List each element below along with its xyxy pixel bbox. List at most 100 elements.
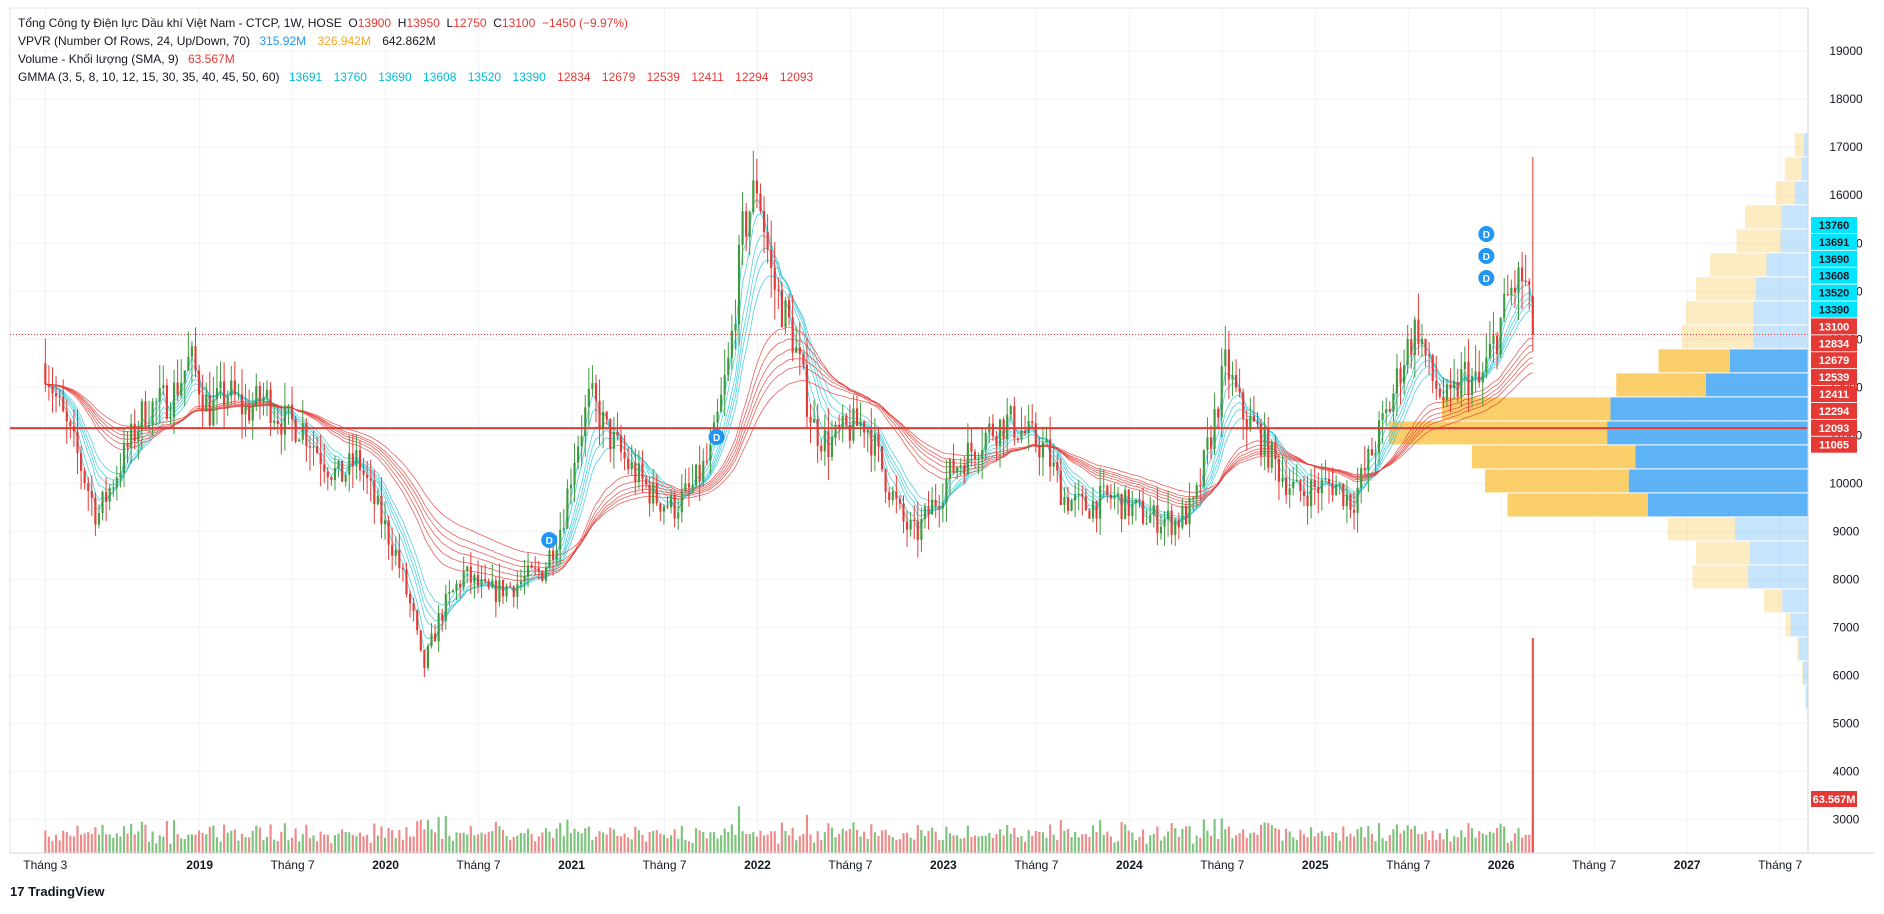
volume-bar xyxy=(898,839,901,853)
candle-body xyxy=(62,397,65,412)
candle-body xyxy=(691,485,694,488)
legend-gmma-long-1: 12679 xyxy=(601,70,636,84)
candle-body xyxy=(305,423,308,447)
legend-vpvr-row[interactable]: VPVR (Number Of Rows, 24, Up/Down, 70) 3… xyxy=(18,32,821,50)
volume-bar xyxy=(1049,824,1052,853)
candle-body xyxy=(122,442,126,474)
legend-gmma-row[interactable]: GMMA (3, 5, 8, 10, 12, 15, 30, 35, 40, 4… xyxy=(18,68,821,86)
volume-bar xyxy=(1327,835,1331,853)
x-tick-label: 2024 xyxy=(1116,858,1143,872)
price-label-box xyxy=(1811,402,1857,419)
candle-body xyxy=(594,383,598,401)
volume-bar xyxy=(1127,830,1130,853)
volume-bar xyxy=(319,831,322,853)
candle-body xyxy=(1360,468,1363,488)
candle-body xyxy=(766,232,769,250)
volume-bar xyxy=(287,840,290,853)
candle-body xyxy=(1367,449,1370,471)
candle-body xyxy=(973,451,977,460)
volume-bar xyxy=(591,839,594,853)
legend-volume-row[interactable]: Volume - Khối lượng (SMA, 9) 63.567M xyxy=(18,50,821,68)
volume-bar xyxy=(1199,837,1202,853)
candle-body xyxy=(1374,452,1377,456)
candle-body xyxy=(1066,497,1070,511)
volume-bar xyxy=(265,836,269,853)
vp-up-bar xyxy=(1766,253,1808,277)
candle-body xyxy=(1335,484,1338,496)
candle-body xyxy=(1256,421,1259,425)
candle-body xyxy=(1013,406,1016,439)
vp-up-bar xyxy=(1801,157,1808,181)
volume-bar xyxy=(1192,843,1195,853)
candle-body xyxy=(730,330,733,358)
candle-body xyxy=(112,487,115,489)
candle-body xyxy=(180,382,183,396)
volume-bar xyxy=(1370,833,1373,853)
candle-body xyxy=(830,437,834,458)
candle-body xyxy=(1267,426,1270,468)
volume-bar xyxy=(1435,839,1438,853)
gmma-long-line xyxy=(45,357,1533,568)
price-label-box xyxy=(1811,301,1857,318)
candle-body xyxy=(1445,384,1449,401)
candle-body xyxy=(1023,430,1027,434)
candle-body xyxy=(1499,317,1502,355)
candle-body xyxy=(230,380,233,397)
x-tick-label: 2023 xyxy=(930,858,957,872)
candle-body xyxy=(1195,485,1198,498)
candle-body xyxy=(1202,450,1205,487)
candle-body xyxy=(47,384,50,387)
candle-body xyxy=(65,411,68,422)
volume-bar xyxy=(480,832,483,853)
candle-body xyxy=(777,289,780,291)
volume-bar xyxy=(269,824,272,853)
volume-bar xyxy=(90,833,93,853)
volume-bar xyxy=(1399,833,1402,853)
candle-body xyxy=(1506,293,1509,296)
candle-body xyxy=(991,423,994,437)
volume-bar xyxy=(963,837,966,853)
candle-body xyxy=(69,421,72,427)
volume-bar xyxy=(1213,819,1216,853)
candle-body xyxy=(455,583,458,591)
y-tick-label: 10000 xyxy=(1829,476,1863,490)
x-tick-label: 2027 xyxy=(1674,858,1701,872)
volume-bar xyxy=(1338,840,1341,853)
legend-title[interactable]: Tổng Công ty Điện lực Dầu khí Việt Nam -… xyxy=(18,16,342,30)
volume-bar xyxy=(741,831,744,853)
candle-body xyxy=(727,357,730,376)
candle-body xyxy=(716,411,719,423)
candle-body xyxy=(913,520,916,522)
candle-body xyxy=(1088,510,1091,519)
candle-body xyxy=(1277,459,1281,482)
tradingview-logo[interactable]: 17 TradingView xyxy=(10,884,104,899)
volume-bar xyxy=(1031,835,1034,853)
candle-body xyxy=(505,585,508,597)
y-tick-label: 6000 xyxy=(1833,668,1860,682)
volume-bar xyxy=(827,823,830,853)
candle-body xyxy=(1116,494,1120,497)
volume-bar xyxy=(1013,827,1016,853)
candle-body xyxy=(290,404,294,420)
candle-body xyxy=(863,421,866,433)
candle-body xyxy=(702,460,705,482)
x-tick-label: 2020 xyxy=(372,858,399,872)
volume-bar xyxy=(691,843,694,853)
volume-bar xyxy=(1431,830,1434,853)
volume-bar xyxy=(1059,820,1062,853)
candle-body xyxy=(1288,488,1291,495)
volume-bar xyxy=(884,829,887,853)
candle-body xyxy=(1456,381,1459,398)
candle-body xyxy=(323,464,326,472)
volume-bar xyxy=(984,835,987,853)
candle-body xyxy=(780,290,783,327)
candle-body xyxy=(1224,349,1227,367)
volume-bar xyxy=(305,824,308,853)
legend-open-label: O xyxy=(348,16,358,30)
candle-body xyxy=(873,434,876,456)
candle-body xyxy=(237,394,240,396)
volume-bar xyxy=(720,835,723,853)
volume-bar xyxy=(133,834,136,853)
